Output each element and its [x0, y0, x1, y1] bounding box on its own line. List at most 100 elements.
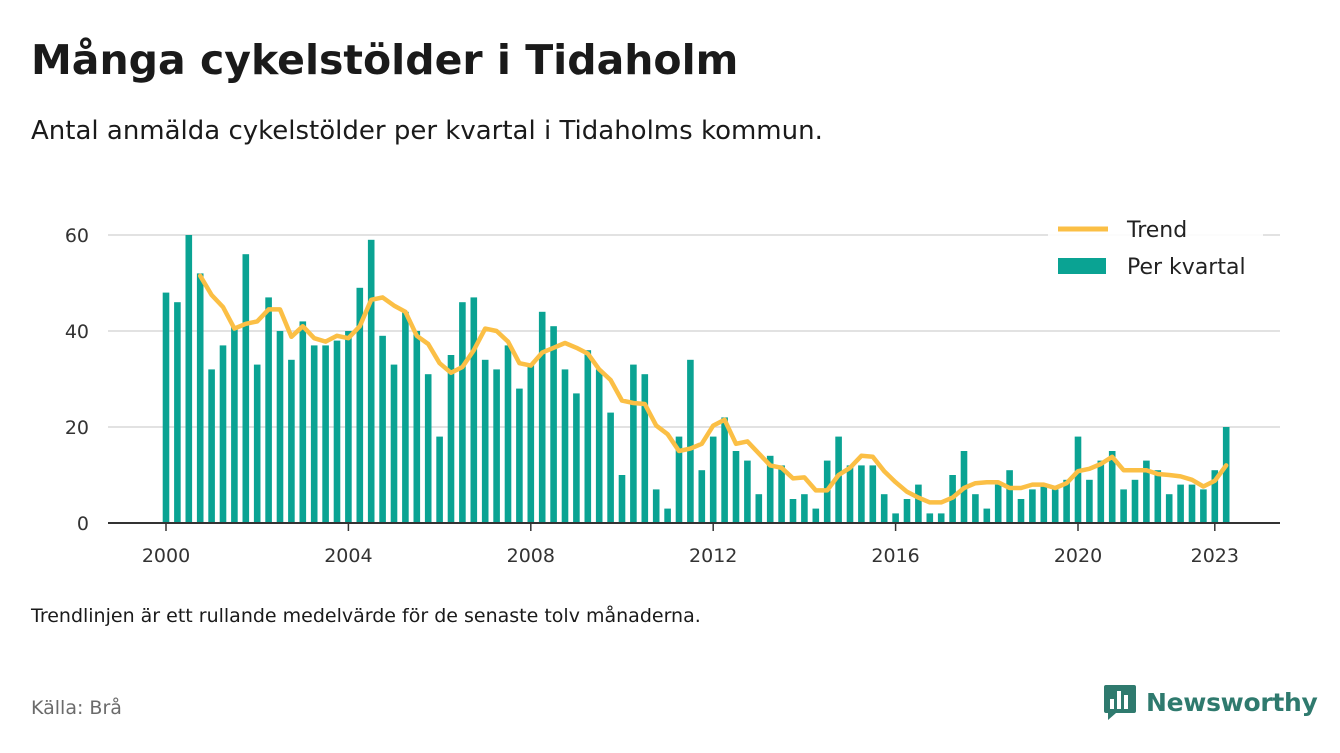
bar — [265, 297, 272, 523]
bar — [185, 235, 193, 523]
x-tick-label: 2008 — [507, 545, 555, 567]
bar — [1143, 460, 1150, 523]
legend-background — [1048, 210, 1263, 300]
bar — [1222, 427, 1230, 523]
bar — [983, 508, 991, 523]
brand-name: Newsworthy — [1146, 687, 1318, 717]
bar — [288, 359, 295, 523]
bar — [208, 369, 215, 523]
x-tick-label: 2023 — [1191, 545, 1239, 567]
bar — [504, 345, 512, 523]
trend-line-layer — [197, 273, 1229, 505]
bar — [322, 345, 329, 523]
bar-chart-logo-icon — [1104, 685, 1136, 720]
bar — [630, 364, 637, 523]
y-tick-label: 0 — [77, 513, 89, 535]
bar — [1006, 470, 1013, 523]
bar — [1165, 494, 1173, 523]
bar — [253, 364, 261, 523]
bar — [664, 508, 671, 523]
bar — [402, 311, 409, 523]
bar — [915, 484, 922, 523]
x-tick-label: 2020 — [1054, 545, 1102, 567]
axes: 0 20 40 60 2000 2004 2008 2012 2016 2020 2023 — [65, 225, 1280, 567]
bar — [550, 326, 557, 523]
bar — [333, 340, 341, 523]
legend: Trend Per kvartal — [1048, 210, 1263, 300]
bar — [196, 273, 204, 523]
bar — [584, 350, 592, 523]
bar — [1108, 451, 1116, 523]
bar — [1211, 470, 1219, 523]
bar — [367, 239, 375, 524]
legend-label-trend: Trend — [1126, 218, 1187, 243]
bar — [413, 331, 421, 523]
bar — [1120, 489, 1127, 523]
bar — [242, 254, 250, 523]
bar — [994, 484, 1002, 523]
bar — [481, 359, 489, 523]
bar — [459, 302, 466, 523]
bar — [1063, 479, 1070, 523]
bar — [755, 494, 763, 523]
bar — [538, 311, 546, 523]
bar — [972, 494, 979, 523]
bar — [1029, 489, 1036, 523]
source-text: Källa: Brå — [31, 697, 122, 719]
bars-per-kvartal — [162, 235, 1230, 524]
bar — [869, 465, 877, 523]
bar — [812, 508, 820, 523]
bar — [1074, 436, 1082, 523]
bar — [687, 359, 694, 523]
bar — [1051, 489, 1059, 523]
bar — [345, 331, 352, 523]
bar — [470, 297, 478, 523]
bar — [174, 302, 181, 523]
bar — [299, 321, 307, 523]
bar — [835, 436, 842, 523]
bar — [880, 494, 888, 523]
bar — [1086, 479, 1093, 523]
bar — [1200, 489, 1207, 523]
bar — [801, 494, 808, 523]
y-tick-label: 60 — [65, 225, 89, 247]
footnote: Trendlinjen är ett rullande medelvärde f… — [31, 605, 701, 627]
bar — [1017, 499, 1025, 523]
bar — [595, 369, 603, 523]
bar — [1177, 484, 1184, 523]
x-tick-label: 2012 — [689, 545, 737, 567]
bar — [937, 513, 945, 523]
bar — [436, 436, 443, 523]
bar — [1040, 484, 1048, 523]
bar — [926, 513, 934, 523]
x-tick-label: 2000 — [142, 545, 190, 567]
bar — [846, 465, 854, 523]
bar — [709, 436, 717, 523]
page-subtitle: Antal anmälda cykelstölder per kvartal i… — [31, 116, 823, 146]
bar — [356, 287, 364, 523]
bar — [698, 470, 706, 523]
bar — [858, 465, 865, 523]
bar — [903, 499, 911, 523]
trend-line — [197, 273, 1229, 505]
bar-chart: 0 20 40 60 2000 2004 2008 2012 2016 2020 2023 Tren… — [65, 210, 1280, 567]
y-tick-label: 40 — [65, 321, 89, 343]
bar — [618, 475, 626, 523]
bar — [527, 364, 535, 523]
bar — [721, 417, 728, 523]
bar — [493, 369, 500, 523]
bar — [675, 436, 683, 523]
bar — [1188, 484, 1196, 523]
bar — [162, 292, 170, 523]
bar — [732, 451, 740, 523]
bar — [379, 335, 386, 523]
bar — [1097, 460, 1105, 523]
bar — [310, 345, 318, 523]
bar — [789, 499, 797, 523]
page-title: Många cykelstölder i Tidaholm — [31, 36, 739, 84]
x-tick-label: 2016 — [871, 545, 919, 567]
x-tick-label: 2004 — [324, 545, 372, 567]
bar — [561, 369, 569, 523]
bar — [516, 388, 523, 523]
legend-label-per-kvartal: Per kvartal — [1127, 255, 1246, 280]
